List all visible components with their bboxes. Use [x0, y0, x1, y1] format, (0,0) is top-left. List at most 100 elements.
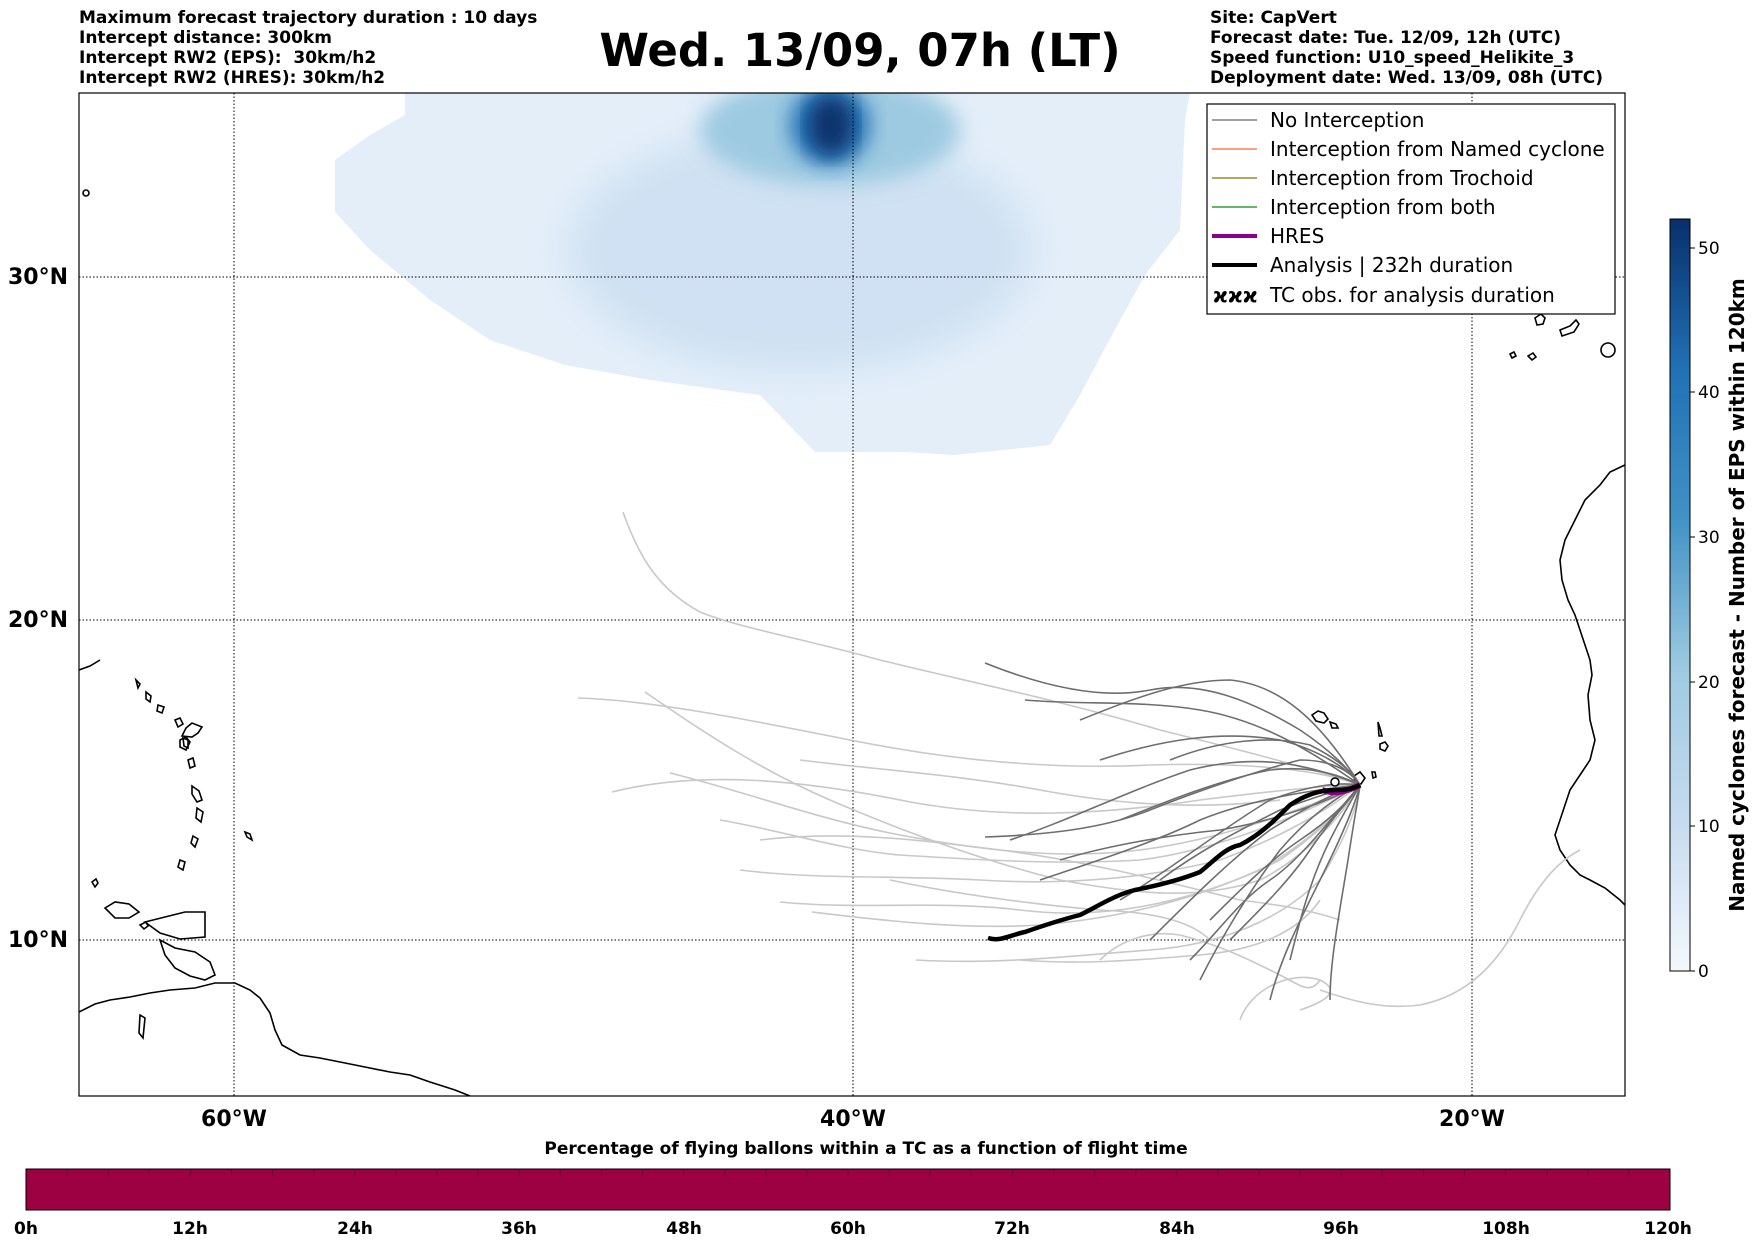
- island-cape-verde: [1328, 720, 1340, 729]
- legend-label: TC obs. for analysis duration: [1269, 283, 1555, 307]
- colorbar-tick: 20: [1698, 673, 1720, 693]
- island: [82, 189, 90, 197]
- density-peak: [809, 95, 853, 155]
- island-lesser-antilles: [195, 806, 204, 824]
- coastlines: [79, 189, 1625, 1096]
- header-right-line: Site: CapVert: [1210, 8, 1337, 28]
- island-small: [138, 1013, 146, 1041]
- lon-label-60: 60°W: [201, 1107, 267, 1132]
- trajectory: [1229, 784, 1361, 941]
- trajectory: [1329, 784, 1361, 1001]
- legend-box: [1206, 103, 1616, 315]
- lat-label-30: 30°N: [8, 265, 68, 290]
- island-lesser-antilles: [179, 735, 191, 752]
- trajectory: [1079, 679, 1361, 786]
- island-cape-verde: [1377, 721, 1384, 737]
- island-canaries: [1508, 350, 1518, 360]
- coast-greater-antilles: [79, 659, 101, 671]
- island-canaries: [1534, 312, 1546, 326]
- trajectory: [1199, 784, 1361, 981]
- island-lesser-antilles: [90, 877, 99, 889]
- island-lesser-antilles: [156, 703, 166, 715]
- colorbar-tick: 50: [1698, 239, 1720, 259]
- trajectory: [779, 784, 1361, 914]
- timeline-tick: 24h: [337, 1219, 373, 1239]
- trajectory: [1099, 735, 1361, 786]
- island-tobago: [138, 920, 150, 931]
- header-left-line: Intercept RW2 (EPS): 30km/h2: [79, 48, 377, 68]
- timeline-tick: 60h: [830, 1219, 866, 1239]
- deployment-site-marker: [1330, 777, 1340, 787]
- island-lesser-antilles: [182, 736, 189, 750]
- colorbar-label: Named cyclones forecast - Number of EPS …: [1725, 278, 1749, 912]
- trajectory: [1319, 849, 1581, 1008]
- coast-west-africa: [1554, 464, 1625, 906]
- timeline-tick: 36h: [501, 1219, 537, 1239]
- trajectory: [611, 778, 1361, 814]
- island-lesser-antilles: [180, 722, 204, 738]
- lat-label-10: 10°N: [8, 928, 68, 953]
- island-cape-verde: [1379, 741, 1389, 752]
- colorbar-tick: 30: [1698, 528, 1720, 548]
- timeline-tick: 48h: [666, 1219, 702, 1239]
- colorbar-tick: 40: [1698, 383, 1720, 403]
- lon-label-20: 20°W: [1439, 1107, 1505, 1132]
- timeline: Percentage of flying ballons within a TC…: [14, 1139, 1692, 1239]
- island-cape-verde: [1371, 771, 1377, 780]
- island-canaries: [1600, 342, 1616, 358]
- timeline-tick: 96h: [1323, 1219, 1359, 1239]
- timeline-label: Percentage of flying ballons within a TC…: [544, 1139, 1187, 1159]
- island-lesser-antilles: [187, 756, 196, 770]
- trajectory: [739, 784, 1361, 883]
- header-right-line: Deployment date: Wed. 13/09, 08h (UTC): [1210, 68, 1604, 88]
- trajectory: [719, 784, 1361, 863]
- trajectories-light: [577, 511, 1581, 1021]
- island-lesser-antilles: [145, 690, 152, 704]
- trajectory: [644, 691, 1361, 894]
- legend-label: Analysis | 232h duration: [1270, 253, 1513, 277]
- legend-label: Interception from Trochoid: [1270, 166, 1534, 190]
- trajectory: [1209, 784, 1361, 921]
- colorbar: 0 10 20 30 40 50 Named cyclones forecast…: [1669, 218, 1749, 982]
- island-lesser-antilles: [243, 830, 254, 842]
- timeline-tick: 72h: [994, 1219, 1030, 1239]
- island-canaries: [1559, 318, 1580, 338]
- legend-label: Interception from Named cyclone: [1270, 137, 1605, 161]
- trajectory: [1099, 932, 1321, 989]
- trajectory: [1169, 739, 1361, 786]
- island-canaries: [1526, 351, 1538, 362]
- header-left-line: Intercept distance: 300km: [79, 28, 332, 48]
- trajectory: [1289, 784, 1361, 961]
- trajectory: [1059, 784, 1361, 861]
- cyclone-density-field: [335, 93, 1190, 455]
- legend-label: HRES: [1270, 224, 1324, 248]
- colorbar-tick: 10: [1698, 817, 1720, 837]
- trajectory: [1119, 767, 1361, 821]
- colorbar-tick: 0: [1698, 962, 1709, 982]
- header-right-line: Speed function: U10_speed_Helikite_3: [1210, 48, 1575, 68]
- analysis-trajectory: [987, 783, 1362, 942]
- island-lesser-antilles: [173, 716, 185, 729]
- timeline-tick: 0h: [14, 1219, 38, 1239]
- cyclone-icon: ϰϰϰ: [1213, 283, 1258, 307]
- header-right-line: Forecast date: Tue. 12/09, 12h (UTC): [1210, 28, 1561, 48]
- header-right: Site: CapVert Forecast date: Tue. 12/09,…: [1210, 8, 1603, 88]
- island-lesser-antilles: [134, 677, 141, 691]
- header-left-line: Intercept RW2 (HRES): 30km/h2: [79, 68, 386, 88]
- timeline-tick: 120h: [1644, 1219, 1692, 1239]
- trajectory: [799, 759, 1281, 806]
- trajectory: [811, 784, 1361, 928]
- trajectory: [1269, 784, 1361, 1001]
- island-trinidad: [143, 911, 206, 940]
- trajectory: [622, 511, 1361, 786]
- trajectory: [1024, 699, 1361, 786]
- trajectory: [889, 879, 1211, 941]
- trajectory: [1189, 784, 1361, 961]
- density-mid: [570, 130, 1030, 370]
- page-title: Wed. 13/09, 07h (LT): [599, 24, 1121, 77]
- coast-venezuela: [158, 938, 217, 981]
- trajectory: [1019, 899, 1321, 963]
- colorbar-gradient: [1669, 218, 1691, 972]
- legend-label: Interception from both: [1270, 195, 1496, 219]
